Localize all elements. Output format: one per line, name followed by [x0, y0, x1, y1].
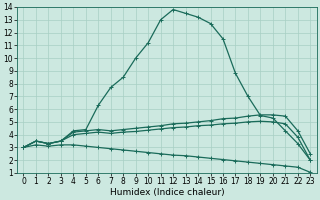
X-axis label: Humidex (Indice chaleur): Humidex (Indice chaleur): [109, 188, 224, 197]
